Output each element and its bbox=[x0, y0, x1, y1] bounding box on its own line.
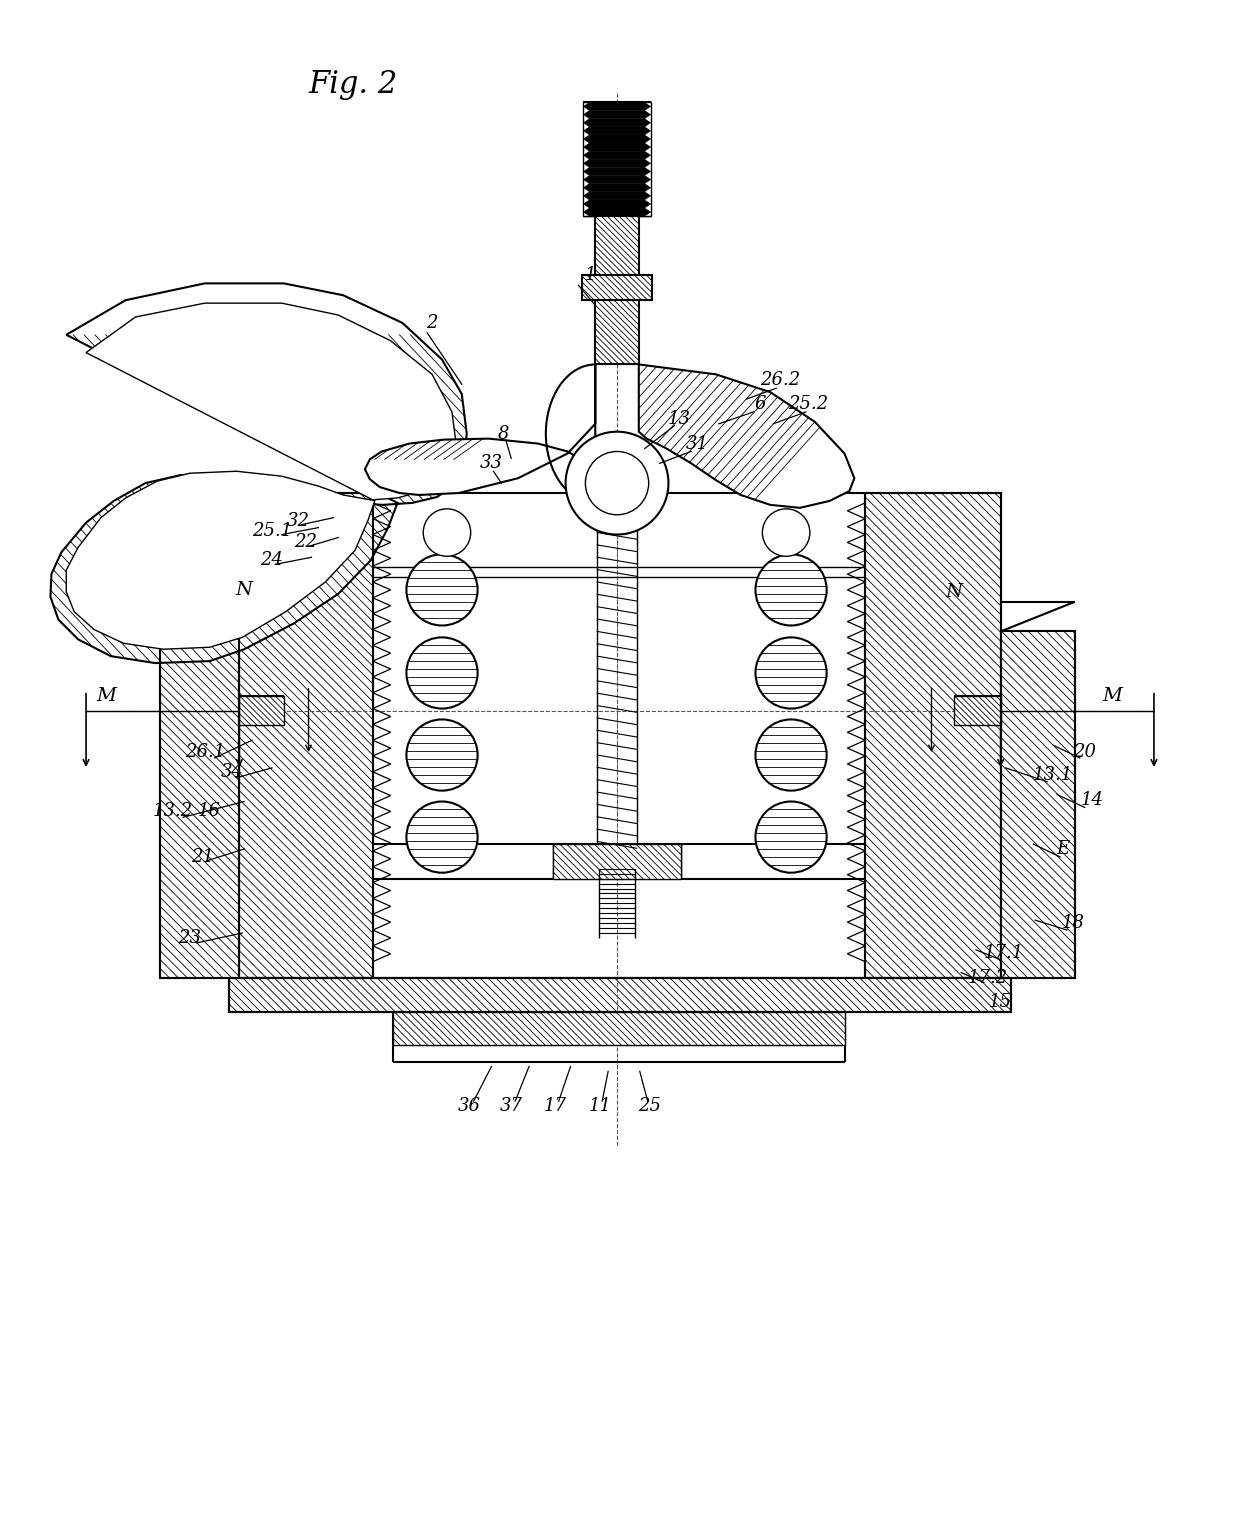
Text: 13: 13 bbox=[668, 409, 691, 428]
Polygon shape bbox=[583, 118, 651, 127]
Polygon shape bbox=[583, 103, 651, 217]
Polygon shape bbox=[595, 217, 639, 276]
Text: 24: 24 bbox=[260, 552, 284, 568]
Polygon shape bbox=[583, 103, 651, 111]
Circle shape bbox=[755, 802, 827, 873]
Text: N: N bbox=[946, 582, 962, 600]
Text: 22: 22 bbox=[294, 534, 317, 552]
Polygon shape bbox=[583, 111, 651, 118]
Text: 13.2: 13.2 bbox=[153, 802, 193, 820]
Polygon shape bbox=[955, 696, 1001, 725]
Text: 15: 15 bbox=[990, 993, 1012, 1011]
Text: 25: 25 bbox=[639, 1098, 661, 1116]
Polygon shape bbox=[583, 191, 651, 200]
Polygon shape bbox=[160, 632, 239, 978]
Circle shape bbox=[407, 720, 477, 791]
Polygon shape bbox=[553, 844, 681, 879]
Polygon shape bbox=[583, 167, 651, 176]
Circle shape bbox=[585, 452, 649, 515]
Text: 13.1: 13.1 bbox=[1033, 766, 1073, 784]
Text: 23: 23 bbox=[179, 929, 201, 948]
Circle shape bbox=[755, 555, 827, 626]
Polygon shape bbox=[583, 276, 652, 300]
Text: 34: 34 bbox=[221, 763, 244, 781]
Text: 6: 6 bbox=[755, 396, 766, 412]
Text: Fig. 2: Fig. 2 bbox=[309, 68, 398, 100]
Polygon shape bbox=[583, 127, 651, 135]
Text: 8: 8 bbox=[497, 424, 510, 443]
Polygon shape bbox=[565, 432, 668, 535]
Polygon shape bbox=[365, 364, 595, 496]
Polygon shape bbox=[583, 143, 651, 152]
Text: M: M bbox=[95, 687, 115, 705]
Text: 14: 14 bbox=[1081, 790, 1104, 808]
Text: 26.2: 26.2 bbox=[760, 371, 800, 390]
Polygon shape bbox=[583, 208, 651, 217]
Circle shape bbox=[565, 432, 668, 535]
Text: E: E bbox=[1056, 840, 1070, 858]
Text: 25.1: 25.1 bbox=[252, 522, 293, 540]
Text: 18: 18 bbox=[1061, 914, 1084, 932]
Circle shape bbox=[407, 555, 477, 626]
Text: 11: 11 bbox=[589, 1098, 611, 1116]
Circle shape bbox=[407, 637, 477, 708]
Polygon shape bbox=[583, 159, 651, 167]
Text: 33: 33 bbox=[480, 455, 503, 473]
Text: 16: 16 bbox=[198, 802, 221, 820]
Polygon shape bbox=[51, 283, 466, 662]
Polygon shape bbox=[239, 493, 373, 978]
Text: 32: 32 bbox=[288, 512, 310, 529]
Polygon shape bbox=[583, 200, 651, 208]
Text: 26.1: 26.1 bbox=[185, 743, 224, 761]
Text: 25.2: 25.2 bbox=[787, 396, 828, 412]
Polygon shape bbox=[1001, 632, 1075, 978]
Circle shape bbox=[423, 509, 471, 556]
Polygon shape bbox=[639, 364, 854, 508]
Circle shape bbox=[755, 637, 827, 708]
Polygon shape bbox=[595, 300, 639, 364]
Circle shape bbox=[763, 509, 810, 556]
Text: 17: 17 bbox=[544, 1098, 567, 1116]
Polygon shape bbox=[239, 696, 284, 725]
Text: 17.1: 17.1 bbox=[983, 944, 1024, 961]
Text: M: M bbox=[1102, 687, 1122, 705]
Polygon shape bbox=[583, 152, 651, 159]
Text: 36: 36 bbox=[459, 1098, 481, 1116]
Polygon shape bbox=[583, 176, 651, 183]
Polygon shape bbox=[66, 303, 456, 649]
Polygon shape bbox=[393, 1013, 846, 1045]
Text: 21: 21 bbox=[191, 847, 215, 866]
Circle shape bbox=[407, 802, 477, 873]
Polygon shape bbox=[866, 493, 1001, 978]
Circle shape bbox=[755, 720, 827, 791]
Polygon shape bbox=[583, 135, 651, 143]
Text: 20: 20 bbox=[1074, 743, 1096, 761]
Polygon shape bbox=[229, 978, 1011, 1013]
Text: 2: 2 bbox=[427, 314, 438, 332]
Text: 37: 37 bbox=[500, 1098, 523, 1116]
Polygon shape bbox=[583, 183, 651, 191]
Text: 31: 31 bbox=[686, 435, 708, 453]
Text: 1: 1 bbox=[584, 267, 596, 285]
Text: N: N bbox=[236, 581, 253, 599]
Text: 17.2: 17.2 bbox=[967, 969, 1008, 987]
